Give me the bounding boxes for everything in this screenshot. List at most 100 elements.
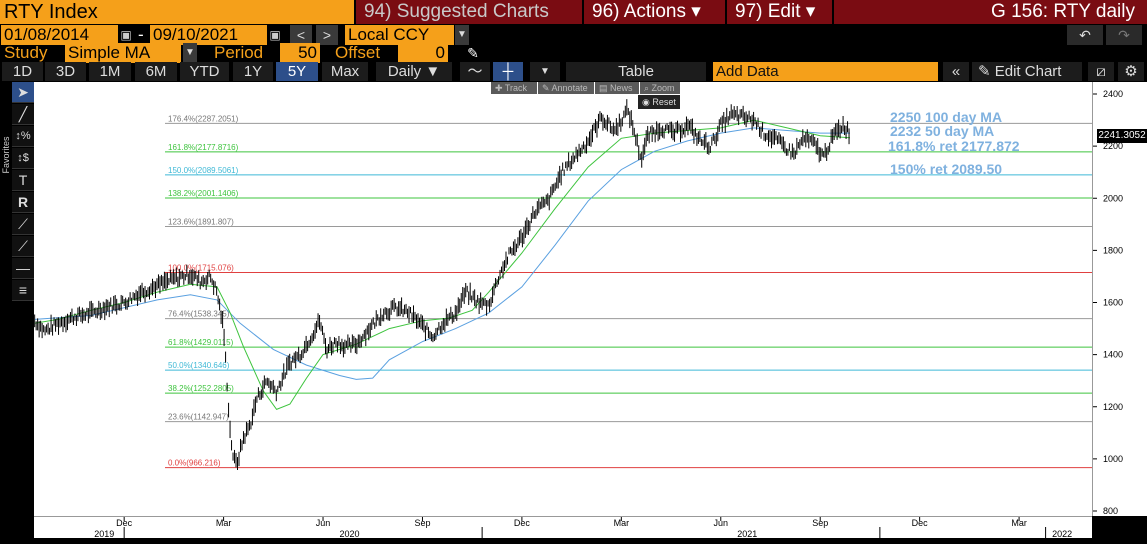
- fib-label: 61.8%(1429.0115): [168, 338, 234, 347]
- fib-label: 100.0%(1715.076): [168, 264, 234, 273]
- edit-menu[interactable]: 97) Edit ▾: [727, 0, 832, 24]
- calendar-icon[interactable]: ▣: [120, 28, 132, 42]
- zoom-button[interactable]: ⌕ Zoom: [640, 82, 680, 94]
- reset-button[interactable]: ◉ Reset: [638, 95, 680, 109]
- ma50-line: [34, 119, 851, 411]
- x-year-label: 2022: [1052, 529, 1072, 539]
- x-axis: Dec Mar Jun Sep Dec Mar Jun Sep Dec Mar 2019 2020 20…: [34, 516, 1092, 539]
- price-chart[interactable]: 176.4%(2287.2051) 161.8%(2177.8716) 150.0%…: [34, 82, 1092, 516]
- y-tick-label: 1600: [1103, 298, 1123, 308]
- period-tab-ytd[interactable]: YTD: [180, 62, 229, 81]
- table-button[interactable]: Table: [566, 62, 706, 81]
- x-tick-label: Sep: [812, 518, 828, 528]
- fib-label: 161.8%(2177.8716): [168, 143, 239, 152]
- y-tick-label: 1400: [1103, 350, 1123, 360]
- x-year-label: 2019: [94, 529, 114, 539]
- pointer-icon[interactable]: ➤: [12, 82, 34, 103]
- dollar-icon[interactable]: ↕$: [12, 148, 34, 169]
- period-tab-3d[interactable]: 3D: [45, 62, 86, 81]
- y-tick-label: 800: [1103, 506, 1118, 516]
- pencil-icon: ✎: [978, 63, 995, 80]
- currency-select[interactable]: Local CCY: [345, 25, 454, 45]
- undo-icon[interactable]: ↶: [1067, 25, 1103, 45]
- horizontal-line-icon[interactable]: —: [12, 258, 34, 279]
- offset-label: Offset: [335, 43, 381, 62]
- fib-label: 176.4%(2287.2051): [168, 114, 239, 123]
- chevron-down-icon[interactable]: ▼: [183, 43, 197, 63]
- gear-icon[interactable]: ⚙: [1118, 62, 1144, 81]
- actions-menu[interactable]: 96) Actions ▾: [584, 0, 725, 24]
- period-tab-5y[interactable]: 5Y: [276, 62, 318, 81]
- price-bars: [34, 99, 850, 471]
- x-tick-label: Jun: [714, 518, 729, 528]
- annotation-100ma: 2250 100 day MA: [890, 109, 1003, 125]
- period-tab-6m[interactable]: 6M: [135, 62, 177, 81]
- prev-arrow-button[interactable]: <: [290, 25, 312, 45]
- add-data-input[interactable]: Add Data: [713, 62, 938, 81]
- y-tick-label: 2400: [1103, 89, 1123, 99]
- frequency-select[interactable]: Daily ▼: [376, 62, 452, 81]
- period-input[interactable]: 50: [280, 43, 320, 63]
- period-tab-1d[interactable]: 1D: [2, 62, 43, 81]
- favorites-tab[interactable]: Favorites: [0, 100, 11, 230]
- percent-icon[interactable]: ↕%: [12, 126, 34, 147]
- trendline-icon[interactable]: ⟋: [12, 214, 34, 235]
- y-axis: 2400 2200 2000 1800 1600 1400 1200 1000 800: [1092, 82, 1147, 516]
- redo-icon[interactable]: ↷: [1106, 25, 1142, 45]
- chart-plot: 176.4%(2287.2051) 161.8%(2177.8716) 150.0%…: [34, 99, 1092, 471]
- favorites-label: Favorites: [1, 136, 11, 174]
- x-year-label: 2021: [737, 529, 757, 539]
- calendar-icon[interactable]: ▣: [269, 28, 281, 42]
- period-tab-1m[interactable]: 1M: [89, 62, 131, 81]
- y-tick-label: 1200: [1103, 402, 1123, 412]
- period-tab-1y[interactable]: 1Y: [233, 62, 273, 81]
- track-button[interactable]: ✚ Track: [491, 82, 537, 94]
- news-button[interactable]: ▤ News: [595, 82, 639, 94]
- fib-label: 50.0%(1340.646): [168, 361, 230, 370]
- ticker-field[interactable]: RTY Index: [0, 0, 354, 24]
- x-year-label: 2020: [340, 529, 360, 539]
- x-tick-label: Mar: [614, 518, 630, 528]
- line-chart-icon[interactable]: 〜: [460, 62, 490, 81]
- last-price-label: 2241.3052: [1097, 129, 1147, 143]
- study-label: Study: [4, 43, 48, 62]
- retracement-icon[interactable]: R: [12, 192, 34, 213]
- annotation-1618-ret: 161.8% ret 2177.872: [888, 138, 1020, 154]
- x-tick-label: Dec: [514, 518, 531, 528]
- annotation-50ma: 2232 50 day MA: [890, 123, 995, 139]
- fib-label: 76.4%(1538.345): [168, 310, 230, 319]
- study-select[interactable]: Simple MA: [65, 43, 181, 63]
- collapse-icon[interactable]: «: [943, 62, 969, 81]
- x-tick-label: Mar: [1011, 518, 1027, 528]
- start-date-field[interactable]: 01/08/2014: [1, 25, 118, 45]
- text-icon[interactable]: T: [12, 170, 34, 191]
- channel-icon[interactable]: ⟋: [12, 236, 34, 257]
- fan-icon[interactable]: ≡: [12, 280, 34, 301]
- next-arrow-button[interactable]: >: [316, 25, 338, 45]
- fib-label: 23.6%(1142.947): [168, 413, 229, 422]
- pencil-icon[interactable]: ✎: [467, 45, 479, 61]
- x-tick-label: Dec: [912, 518, 929, 528]
- annotation-150-ret: 150% ret 2089.50: [890, 161, 1003, 177]
- chevron-down-icon[interactable]: ▼: [455, 25, 469, 45]
- y-tick-label: 2200: [1103, 141, 1123, 151]
- x-tick-label: Jun: [316, 518, 331, 528]
- end-date-field[interactable]: 09/10/2021: [150, 25, 267, 45]
- suggested-charts-menu[interactable]: 94) Suggested Charts: [356, 0, 582, 24]
- draw-line-icon[interactable]: ╱: [12, 104, 34, 125]
- ma100-line: [34, 127, 850, 380]
- chevron-down-icon[interactable]: ▼: [530, 62, 560, 81]
- offset-input[interactable]: 0: [398, 43, 448, 63]
- fib-label: 38.2%(1252.2805): [168, 384, 234, 393]
- bar-chart-icon[interactable]: ┼: [493, 62, 523, 81]
- edit-chart-label: Edit Chart: [994, 63, 1062, 80]
- y-tick-label: 1800: [1103, 245, 1123, 255]
- chart-settings-icon[interactable]: ⧄: [1088, 62, 1114, 81]
- annotate-button[interactable]: ✎ Annotate: [538, 82, 594, 94]
- x-tick-label: Sep: [414, 518, 430, 528]
- period-tab-max[interactable]: Max: [322, 62, 368, 81]
- fib-label: 150.0%(2089.5061): [168, 166, 239, 175]
- fib-label: 138.2%(2001.1406): [168, 189, 239, 198]
- y-tick-label: 2000: [1103, 193, 1123, 203]
- edit-chart-button[interactable]: ✎ Edit Chart: [972, 62, 1082, 81]
